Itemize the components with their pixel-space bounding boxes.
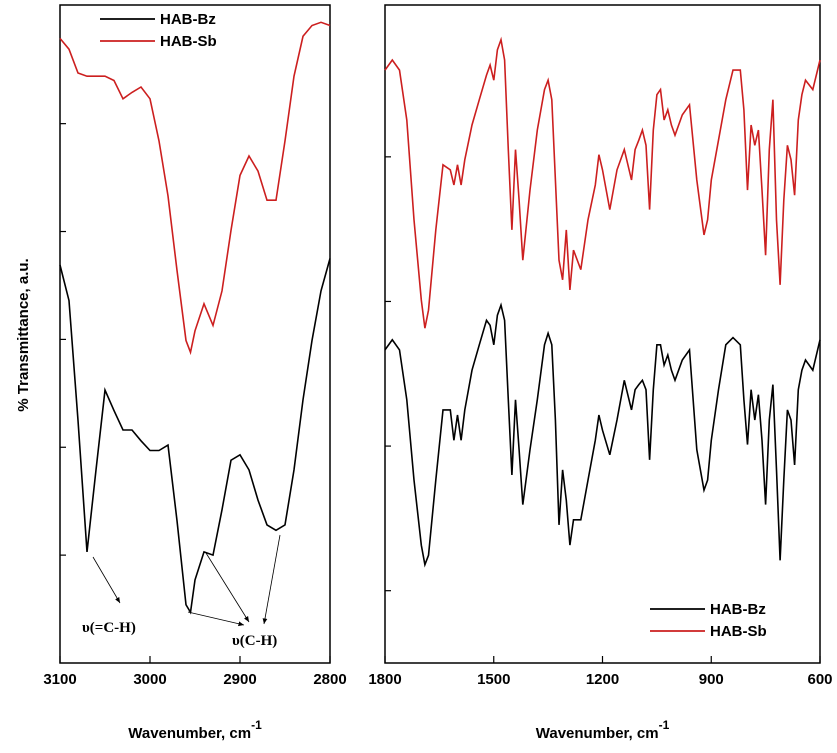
- y-axis-label: % Transmittance, a.u.: [15, 258, 32, 411]
- plot-frame: [384, 4, 821, 664]
- x-tick-label: 1500: [477, 671, 510, 688]
- x-tick-label: 3000: [133, 671, 166, 688]
- annotation-arrow: [262, 534, 281, 625]
- annotation-arrow: [92, 556, 121, 604]
- x-tick-label: 1200: [586, 671, 619, 688]
- annotation: υ(=C-H): [82, 620, 136, 636]
- series-line: [384, 302, 821, 568]
- x-axis-label-text: Wavenumber, cm: [536, 725, 659, 742]
- annotation-arrow: [205, 552, 250, 623]
- series-line: [384, 36, 821, 329]
- x-axis-label-superscript: -1: [251, 718, 262, 732]
- x-tick-label: 600: [807, 671, 832, 688]
- x-axis-label-superscript: -1: [659, 718, 670, 732]
- x-tick-label: 1800: [368, 671, 401, 688]
- x-tick-label: 2800: [313, 671, 346, 688]
- x-axis-label: Wavenumber, cm-1: [536, 718, 670, 742]
- plot-frame: [59, 4, 331, 664]
- x-axis-label-text: Wavenumber, cm: [128, 725, 251, 742]
- x-axis-label: Wavenumber, cm-1: [128, 718, 262, 742]
- x-tick-label: 3100: [43, 671, 76, 688]
- series-line: [59, 21, 331, 356]
- legend-label: HAB-Bz: [160, 11, 216, 28]
- x-tick-label: 2900: [223, 671, 256, 688]
- annotation-arrow: [187, 611, 245, 627]
- annotation: υ(C-H): [232, 633, 277, 649]
- x-tick-label: 900: [699, 671, 724, 688]
- legend-label: HAB-Sb: [710, 623, 767, 640]
- series-line: [59, 258, 331, 615]
- legend-label: HAB-Sb: [160, 33, 217, 50]
- legend-label: HAB-Bz: [710, 601, 766, 618]
